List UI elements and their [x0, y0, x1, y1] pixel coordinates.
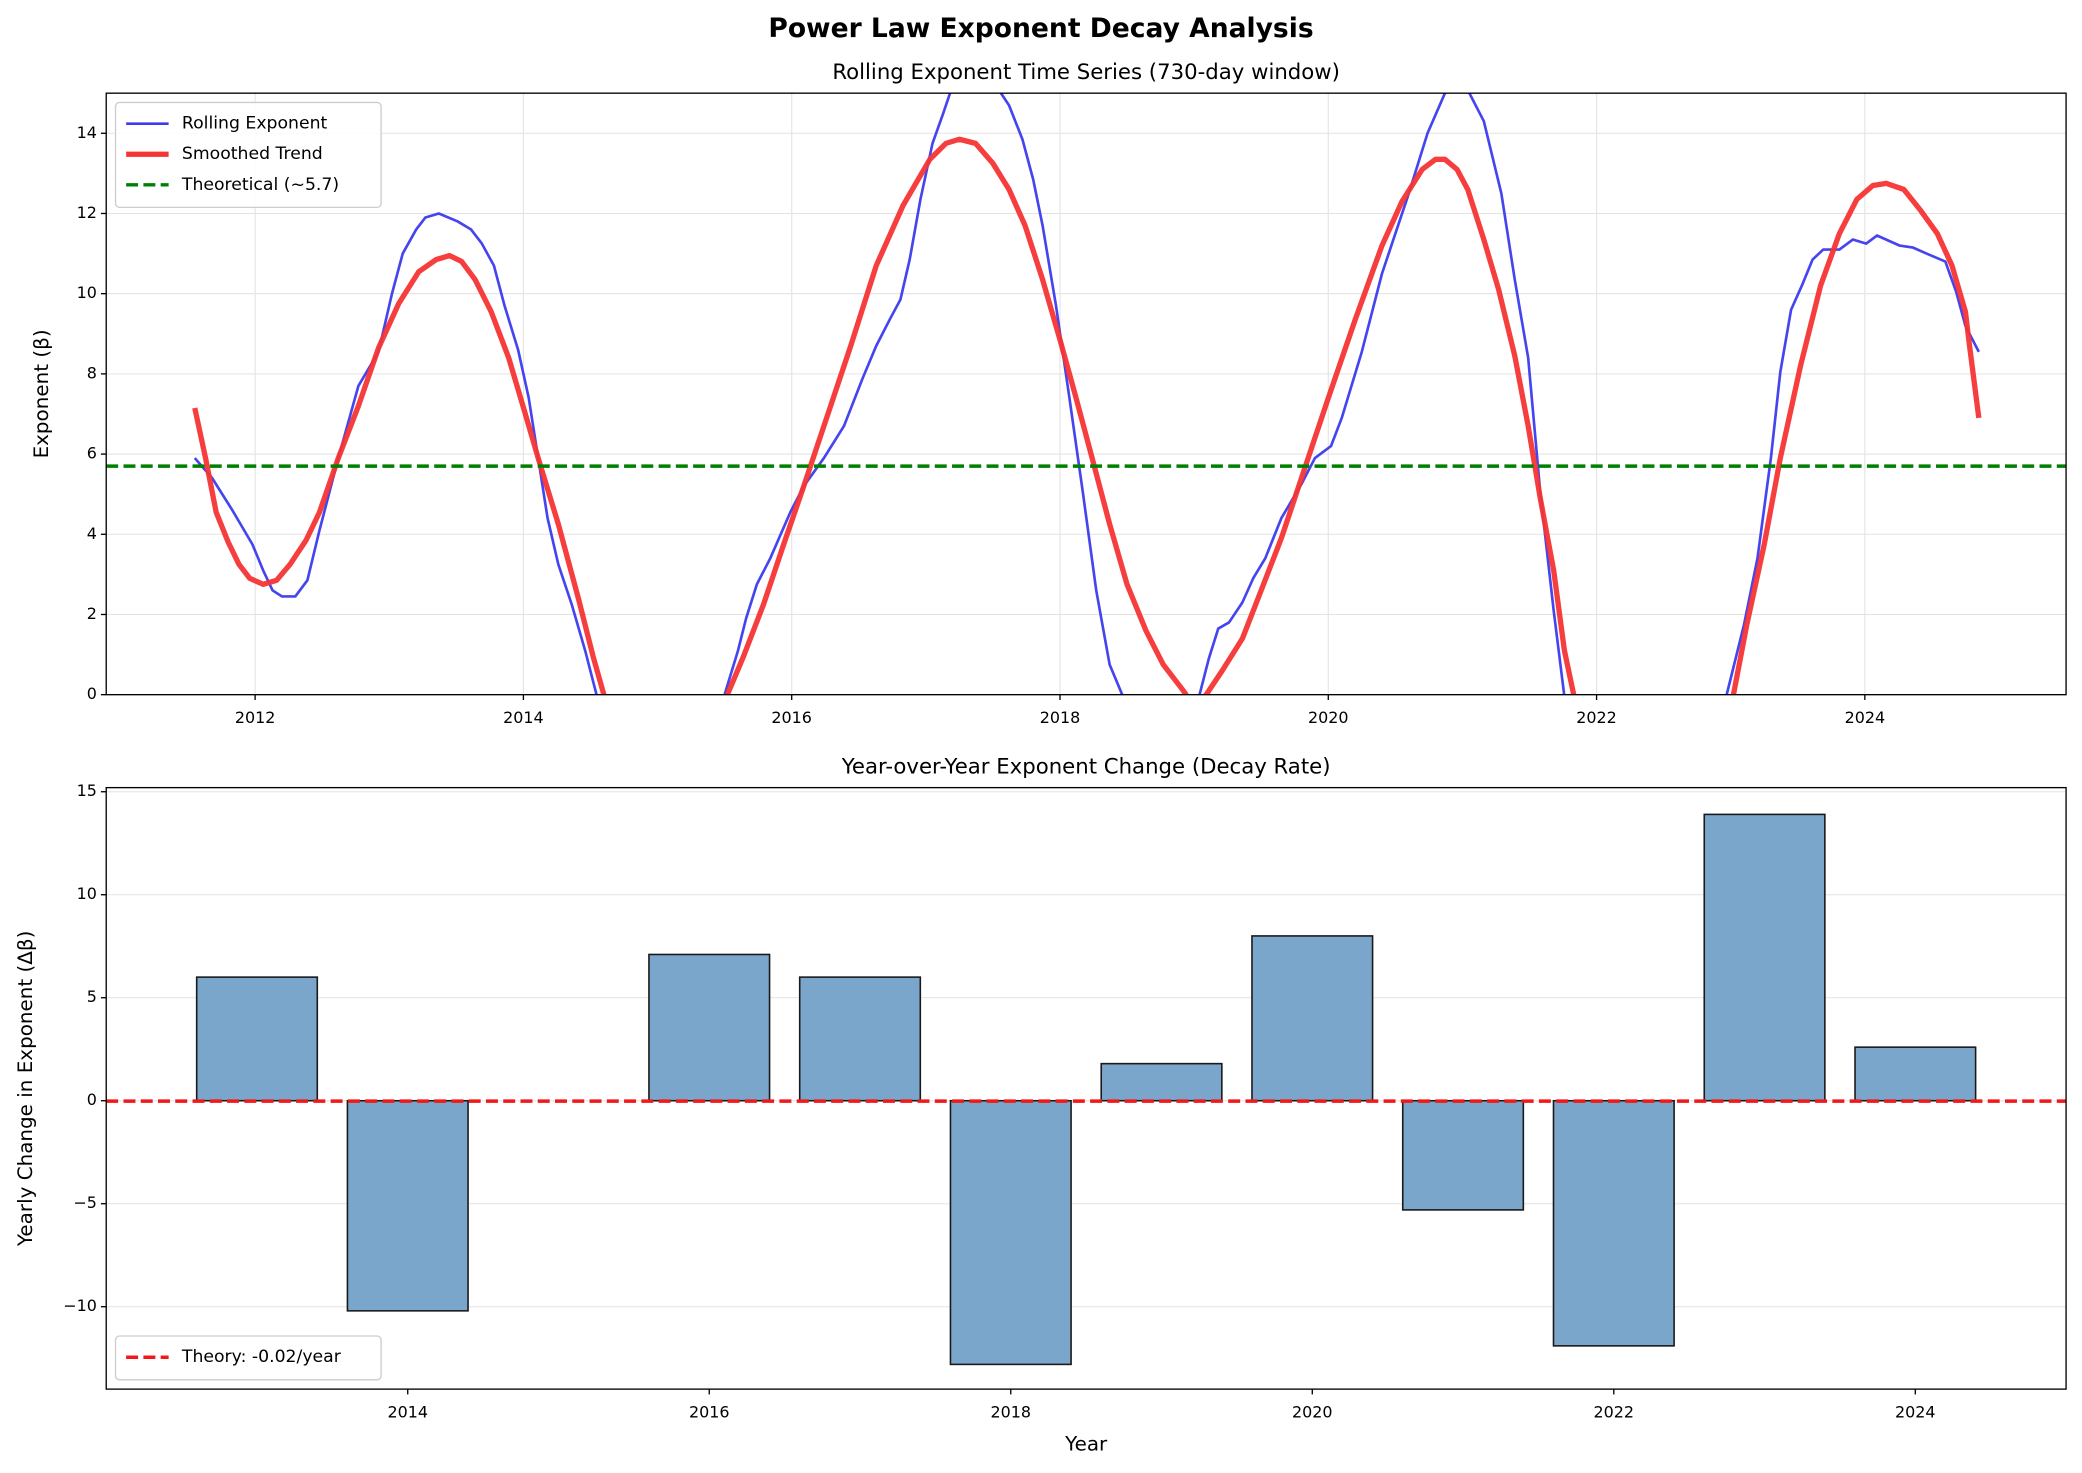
bar: [949, 1099, 1072, 1366]
legend-label: Rolling Exponent: [182, 114, 328, 134]
legend-box: [114, 1335, 382, 1381]
y-tick-label: 0: [87, 684, 97, 703]
y-tick-label: 14: [77, 123, 97, 142]
line-series: [193, 93, 1981, 695]
y-tick-label: 2: [87, 604, 97, 623]
y-tick-label: 4: [87, 524, 97, 543]
y-tick-label: 10: [77, 884, 97, 903]
x-tick-label: 2016: [689, 1403, 730, 1422]
legend-label: Theoretical (~5.7): [181, 175, 339, 195]
subplot-title: Year-over-Year Exponent Change (Decay Ra…: [841, 755, 1331, 780]
plot-area: [106, 93, 2067, 695]
plot-area: [106, 813, 2067, 1366]
x-tick-label: 2018: [1040, 708, 1081, 727]
y-tick-label: 6: [87, 444, 97, 463]
y-tick-label: 0: [87, 1090, 97, 1109]
x-tick-label: 2022: [1594, 1403, 1635, 1422]
bar: [346, 1099, 469, 1312]
x-tick-label: 2024: [1845, 708, 1886, 727]
y-axis-label: Yearly Change in Exponent (Δβ): [14, 931, 37, 1247]
y-tick-label: 10: [77, 283, 97, 302]
legend-label: Theory: -0.02/year: [181, 1347, 342, 1367]
bar: [1401, 1099, 1525, 1211]
x-tick-label: 2022: [1576, 708, 1617, 727]
bar: [798, 976, 922, 1102]
bar: [648, 953, 771, 1102]
x-tick-label: 2016: [771, 708, 812, 727]
x-tick-label: 2014: [503, 708, 544, 727]
figure-title: Power Law Exponent Decay Analysis: [768, 13, 1313, 44]
bar: [1854, 1046, 1977, 1102]
y-axis-label: Exponent (β): [30, 329, 53, 458]
x-axis-label: Year: [1064, 1432, 1108, 1455]
x-tick-label: 2020: [1292, 1403, 1333, 1422]
bar: [1251, 935, 1374, 1102]
y-tick-label: 8: [87, 363, 97, 382]
y-tick-label: 5: [87, 987, 97, 1006]
x-tick-label: 2012: [235, 708, 276, 727]
bar: [1703, 813, 1826, 1102]
bar: [1100, 1062, 1223, 1102]
y-tick-label: −5: [73, 1193, 96, 1212]
x-tick-label: 2020: [1308, 708, 1349, 727]
axes-frame: [105, 786, 2067, 1390]
subplot-title: Rolling Exponent Time Series (730-day wi…: [832, 60, 1340, 85]
bar: [1552, 1099, 1675, 1347]
y-tick-label: −10: [63, 1296, 97, 1315]
x-tick-label: 2018: [991, 1403, 1032, 1422]
x-tick-label: 2014: [387, 1403, 428, 1422]
legend-label: Smoothed Trend: [182, 144, 323, 164]
line-series: [192, 136, 1982, 695]
axes-frame: [105, 92, 2067, 696]
legend-box: [114, 101, 382, 209]
y-tick-label: 15: [77, 781, 97, 800]
x-tick-label: 2024: [1895, 1403, 1936, 1422]
y-tick-label: 12: [77, 203, 97, 222]
bar: [195, 976, 319, 1102]
